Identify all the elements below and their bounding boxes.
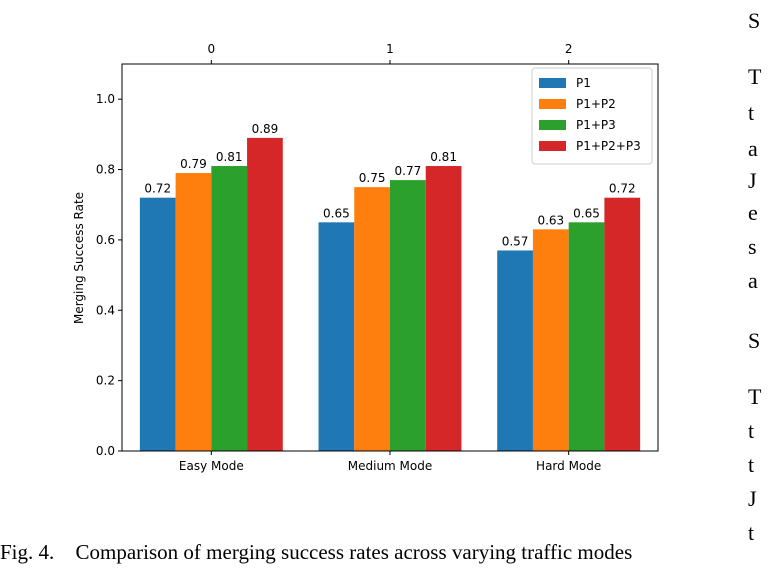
bar-p1-p2-p3-1 — [426, 166, 462, 451]
x-tick-label: Easy Mode — [179, 459, 244, 473]
caption-text: Comparison of merging success rates acro… — [76, 540, 633, 564]
y-axis: 0.0 0.2 0.4 0.6 0.8 1.0 — [96, 92, 122, 458]
side-text-glyph: t — [748, 452, 754, 478]
value-label: 0.65 — [573, 206, 600, 220]
side-text-glyph: T — [748, 64, 761, 90]
value-label: 0.63 — [537, 213, 564, 227]
x-tick-label: Medium Mode — [348, 459, 433, 473]
value-label: 0.65 — [323, 206, 350, 220]
figure-caption: Fig. 4. Comparison of merging success ra… — [0, 540, 632, 565]
value-label: 0.79 — [180, 157, 207, 171]
legend-label: P1+P2 — [576, 97, 616, 111]
legend-swatch — [539, 141, 566, 151]
side-text-glyph: T — [748, 384, 761, 410]
bar-p1-1 — [319, 222, 355, 451]
legend-swatch — [539, 120, 566, 130]
legend-swatch — [539, 99, 566, 109]
value-label: 0.75 — [359, 171, 386, 185]
bars — [140, 138, 640, 451]
value-label: 0.89 — [252, 122, 279, 136]
side-text-glyph: t — [748, 418, 754, 444]
value-label: 0.81 — [216, 150, 243, 164]
top-tick-label: 0 — [208, 42, 216, 56]
bar-p1-p2-2 — [533, 229, 569, 451]
bar-p1-p2-p3-0 — [247, 138, 283, 451]
side-text-glyph: e — [748, 200, 758, 226]
side-text-glyph: S — [748, 8, 760, 34]
side-text-glyph: J — [748, 168, 757, 194]
value-label: 0.81 — [430, 150, 457, 164]
bar-p1-p3-2 — [569, 222, 605, 451]
side-text-glyph: J — [748, 486, 757, 512]
bar-p1-2 — [497, 250, 533, 451]
bar-p1-p3-1 — [390, 180, 426, 451]
top-tick-label: 1 — [386, 42, 394, 56]
bar-p1-p2-p3-2 — [604, 198, 640, 451]
caption-number: Fig. 4. — [0, 540, 54, 564]
legend-label: P1+P2+P3 — [576, 139, 641, 153]
x-axis: Easy Mode Medium Mode Hard Mode — [179, 451, 601, 473]
side-text-glyph: s — [748, 234, 757, 260]
top-tick-label: 2 — [565, 42, 573, 56]
top-axis: 0 1 2 — [208, 42, 573, 64]
side-text-glyph: t — [748, 100, 754, 126]
bar-p1-p3-0 — [211, 166, 247, 451]
bar-p1-p2-1 — [354, 187, 390, 451]
value-label: 0.57 — [502, 234, 529, 248]
side-text-glyph: a — [748, 268, 758, 294]
side-text-glyph: a — [748, 136, 758, 162]
legend-label: P1+P3 — [576, 118, 616, 132]
x-tick-label: Hard Mode — [536, 459, 601, 473]
y-axis-label: Merging Success Rate — [72, 192, 86, 324]
legend-label: P1 — [576, 76, 591, 90]
y-tick-label: 0.2 — [96, 374, 115, 388]
y-tick-label: 0.6 — [96, 233, 115, 247]
side-text-glyph: S — [748, 328, 760, 354]
legend: P1 P1+P2 P1+P3 P1+P2+P3 — [532, 68, 652, 164]
y-tick-label: 0.0 — [96, 444, 115, 458]
legend-swatch — [539, 78, 566, 88]
value-label: 0.72 — [144, 182, 171, 196]
bar-chart: 0.720.650.570.790.750.630.810.770.650.89… — [0, 0, 783, 530]
value-label: 0.77 — [395, 164, 422, 178]
bar-p1-p2-0 — [176, 173, 212, 451]
y-tick-label: 0.8 — [96, 163, 115, 177]
y-tick-label: 1.0 — [96, 92, 115, 106]
side-text-glyph: t — [748, 520, 754, 546]
value-label: 0.72 — [609, 182, 636, 196]
bar-p1-0 — [140, 198, 176, 451]
y-tick-label: 0.4 — [96, 303, 115, 317]
